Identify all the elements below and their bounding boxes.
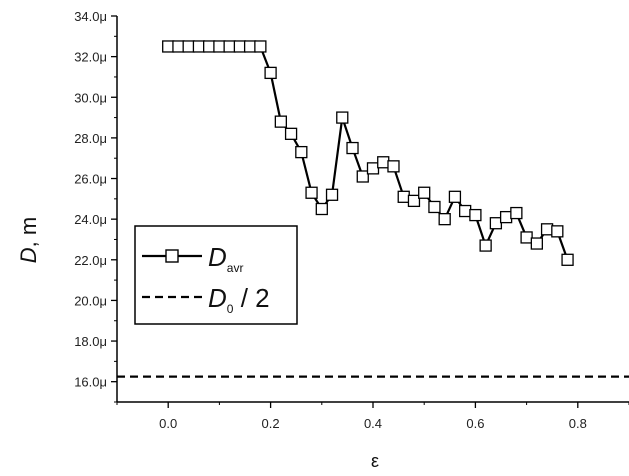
series-davr-marker <box>254 40 267 53</box>
series-davr-marker <box>510 206 523 220</box>
series-davr-marker <box>407 194 421 208</box>
series-davr-marker <box>284 127 298 140</box>
series-davr-marker <box>233 40 247 53</box>
series-davr-marker <box>428 200 441 214</box>
legend-square-marker <box>165 249 179 263</box>
legend-box <box>134 225 298 325</box>
series-davr-marker <box>315 202 328 216</box>
legend-label-d0-main: D <box>208 283 227 313</box>
y-axis-label-symbol: D <box>16 247 41 263</box>
axes <box>116 16 629 403</box>
x-tick-label: 0.4 <box>364 416 382 431</box>
x-tick-label: 0.8 <box>569 416 587 431</box>
series-davr-marker <box>438 213 451 226</box>
series-davr-marker <box>162 40 175 53</box>
series-davr-marker <box>479 239 492 252</box>
series-davr-marker <box>387 160 400 173</box>
series-davr-marker <box>192 40 206 53</box>
series-davr-marker <box>448 190 462 203</box>
y-tick-label: 30.0μ <box>74 90 107 105</box>
series-davr-marker <box>499 210 513 224</box>
y-tick-label: 24.0μ <box>74 212 107 227</box>
y-tick-label: 20.0μ <box>74 293 107 308</box>
series-davr-marker <box>182 40 195 53</box>
legend-label-d0-suffix: / 2 <box>233 283 269 313</box>
series-davr-marker <box>264 66 277 80</box>
x-tick-label: 0.0 <box>159 416 177 431</box>
series-davr-marker <box>469 208 482 222</box>
series-davr-marker <box>336 111 349 124</box>
series-davr-marker <box>366 162 380 175</box>
legend-label-davr: Davr <box>208 242 243 275</box>
series-davr-marker <box>551 225 564 238</box>
x-axis-ticks: 0.0 0.2 0.4 0.6 0.8 <box>116 402 629 431</box>
series-layer <box>117 40 629 378</box>
series-davr-marker <box>223 40 236 53</box>
legend-label-d0: D0 / 2 <box>208 283 270 316</box>
series-davr-marker <box>418 186 431 199</box>
legend-label-davr-sub: avr <box>227 261 244 275</box>
series-davr-marker <box>377 156 390 169</box>
series-davr-marker <box>243 40 257 53</box>
series-davr-marker <box>203 40 216 53</box>
legend-label-d0-sub: 0 <box>227 302 234 316</box>
series-davr-marker <box>459 204 472 218</box>
series-davr-marker <box>540 223 554 236</box>
x-tick-label: 0.6 <box>466 416 484 431</box>
y-tick-label: 34.0μ <box>74 9 107 24</box>
series-davr-marker <box>530 237 543 250</box>
y-tick-label: 18.0μ <box>74 334 107 349</box>
series-davr-marker <box>561 253 574 266</box>
legend-label-davr-main: D <box>208 242 227 272</box>
y-tick-label: 28.0μ <box>74 131 107 146</box>
series-davr-marker <box>172 40 185 53</box>
x-tick-label: 0.2 <box>262 416 280 431</box>
x-axis-label: ε <box>371 451 379 471</box>
series-davr-marker <box>346 141 359 155</box>
y-tick-label: 22.0μ <box>74 253 107 268</box>
y-axis-ticks: 16.0μ 18.0μ 20.0μ 22.0μ 24.0μ 26.0μ 28.0μ 30.0μ… <box>74 9 117 403</box>
series-davr-marker <box>295 145 308 159</box>
y-tick-label: 16.0μ <box>74 375 107 390</box>
y-axis-label-unit: , m <box>16 217 41 248</box>
series-davr-marker <box>305 186 318 199</box>
legend: Davr D0 / 2 <box>134 225 298 325</box>
series-davr-marker <box>213 40 226 53</box>
series-davr-marker <box>274 115 287 128</box>
series-davr-marker <box>397 190 410 203</box>
y-axis-label: D, m <box>16 217 41 263</box>
series-davr-marker <box>356 170 369 183</box>
series-davr-marker <box>489 217 503 230</box>
y-tick-label: 26.0μ <box>74 172 107 187</box>
y-tick-label: 32.0μ <box>74 50 107 65</box>
series-davr-marker <box>325 188 339 201</box>
series-davr-marker <box>520 231 533 244</box>
